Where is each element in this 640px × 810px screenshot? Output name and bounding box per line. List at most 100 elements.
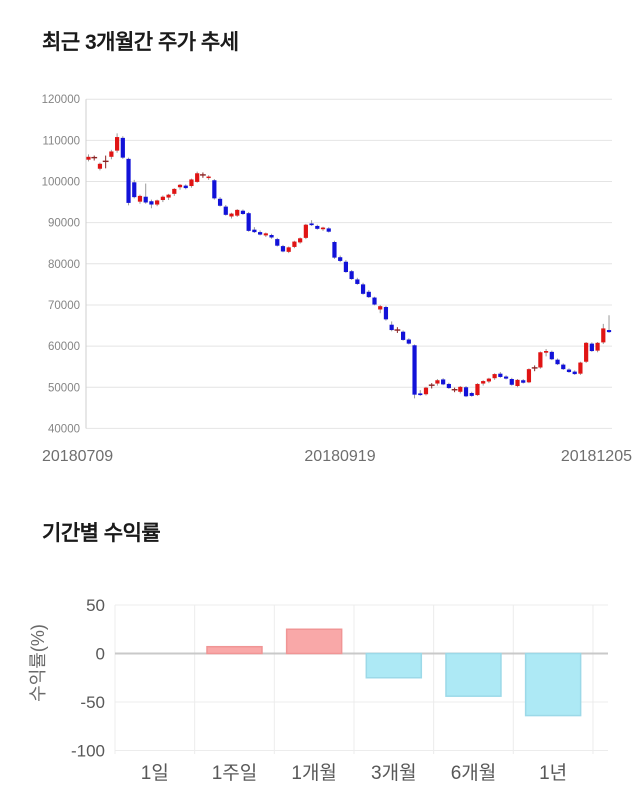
candle-body bbox=[292, 241, 297, 247]
candle-body bbox=[309, 223, 314, 226]
candle-body bbox=[172, 188, 177, 194]
candle-body bbox=[601, 328, 606, 343]
price-y-tick-label: 110000 bbox=[42, 135, 80, 147]
candle-body bbox=[509, 379, 514, 385]
candle-body bbox=[383, 307, 389, 320]
returns-y-tick-label: -50 bbox=[80, 693, 105, 712]
candle-body bbox=[418, 393, 423, 396]
candle-body bbox=[566, 369, 572, 373]
candle-body bbox=[97, 163, 103, 169]
returns-category-label: 1주일 bbox=[212, 762, 258, 784]
price-x-tick-label: 20180919 bbox=[304, 448, 375, 465]
candle-doji bbox=[451, 389, 458, 391]
candle-body bbox=[486, 378, 491, 382]
candle-body bbox=[475, 383, 480, 396]
return-bar-3개월 bbox=[365, 652, 423, 679]
candle-body bbox=[372, 297, 377, 305]
candle-body bbox=[606, 330, 612, 333]
price-y-tick-label: 70000 bbox=[48, 300, 80, 312]
candle-body bbox=[120, 137, 125, 158]
candle-body bbox=[137, 195, 143, 202]
candle-body bbox=[435, 380, 440, 384]
candle-body bbox=[212, 180, 217, 199]
candle-body bbox=[458, 386, 463, 392]
returns-y-axis-title: 수익률(%) bbox=[28, 624, 48, 702]
candle-body bbox=[498, 373, 503, 377]
candle-body bbox=[492, 374, 497, 379]
candle-body bbox=[526, 369, 532, 383]
candle-body bbox=[189, 179, 194, 187]
price-y-tick-label: 40000 bbox=[48, 423, 80, 435]
price-y-tick-label: 90000 bbox=[48, 218, 80, 230]
candle-doji bbox=[428, 384, 435, 386]
price-y-tick-label: 120000 bbox=[42, 94, 80, 106]
candle-body bbox=[343, 261, 348, 273]
candle-doji bbox=[200, 174, 206, 176]
candle-body bbox=[515, 379, 520, 387]
price-y-tick-label: 80000 bbox=[48, 259, 80, 271]
candle-body bbox=[258, 232, 263, 235]
candle-body bbox=[412, 345, 417, 395]
candle-doji bbox=[394, 329, 401, 331]
candle-body bbox=[401, 331, 406, 340]
price-x-tick-label: 20180709 bbox=[42, 448, 113, 465]
candle-doji bbox=[102, 160, 109, 163]
candle-body bbox=[252, 229, 257, 233]
candle-body bbox=[578, 362, 583, 374]
candle-body bbox=[561, 364, 566, 370]
candle-body bbox=[132, 182, 137, 198]
price-x-tick-label: 20181205 bbox=[561, 448, 632, 465]
candle-body bbox=[469, 393, 474, 396]
candle-body bbox=[481, 381, 486, 384]
candle-body bbox=[206, 176, 211, 179]
price-candlestick-chart: 120000 110000 100000 90000 80000 70000 60000 50… bbox=[42, 94, 632, 465]
candle-body bbox=[378, 306, 383, 310]
candle-body bbox=[549, 351, 554, 360]
candle-body bbox=[349, 271, 354, 280]
candle-body bbox=[263, 233, 268, 236]
candle-body bbox=[446, 383, 451, 389]
candle-body bbox=[521, 380, 526, 383]
returns-category-label: 1년 bbox=[539, 762, 567, 784]
candle-body bbox=[223, 206, 228, 215]
price-chart-title: 최근 3개월간 주가 추세 bbox=[42, 31, 239, 54]
candle-body bbox=[572, 371, 577, 375]
candle-body bbox=[126, 158, 131, 203]
price-y-tick-label: 60000 bbox=[48, 341, 80, 353]
candle-body bbox=[538, 352, 543, 368]
candle-body bbox=[441, 379, 446, 385]
return-bar-1주일 bbox=[206, 645, 263, 655]
price-y-tick-label: 100000 bbox=[42, 177, 80, 189]
candle-body bbox=[166, 194, 171, 198]
candle-body bbox=[595, 342, 600, 351]
candle-body bbox=[584, 342, 589, 362]
candle-body bbox=[115, 137, 120, 151]
return-bar-1년 bbox=[524, 652, 582, 717]
candle-body bbox=[503, 376, 509, 379]
candle-doji bbox=[531, 367, 538, 369]
candle-body bbox=[275, 239, 280, 246]
candle-body bbox=[286, 247, 291, 252]
candle-body bbox=[149, 201, 154, 205]
candle-body bbox=[406, 339, 411, 344]
candle-body bbox=[229, 213, 234, 217]
candle-body bbox=[355, 279, 360, 284]
candle-body bbox=[360, 284, 366, 294]
candle-body bbox=[320, 227, 326, 230]
candle-body bbox=[544, 351, 549, 353]
returns-chart-title: 기간별 수익률 bbox=[42, 522, 161, 545]
candle-body bbox=[298, 238, 303, 243]
candle-body bbox=[315, 225, 320, 229]
candle-body bbox=[589, 343, 594, 352]
candle-body bbox=[303, 224, 308, 238]
candle-body bbox=[246, 213, 251, 231]
candle-body bbox=[423, 387, 429, 395]
candle-body bbox=[269, 234, 274, 238]
candle-body bbox=[240, 210, 246, 215]
returns-y-tick-label: 0 bbox=[96, 645, 105, 664]
return-bar-6개월 bbox=[445, 652, 502, 697]
candle-body bbox=[195, 173, 200, 182]
returns-category-label: 3개월 bbox=[371, 762, 417, 784]
candle-body bbox=[555, 359, 560, 365]
candle-body bbox=[338, 257, 343, 261]
